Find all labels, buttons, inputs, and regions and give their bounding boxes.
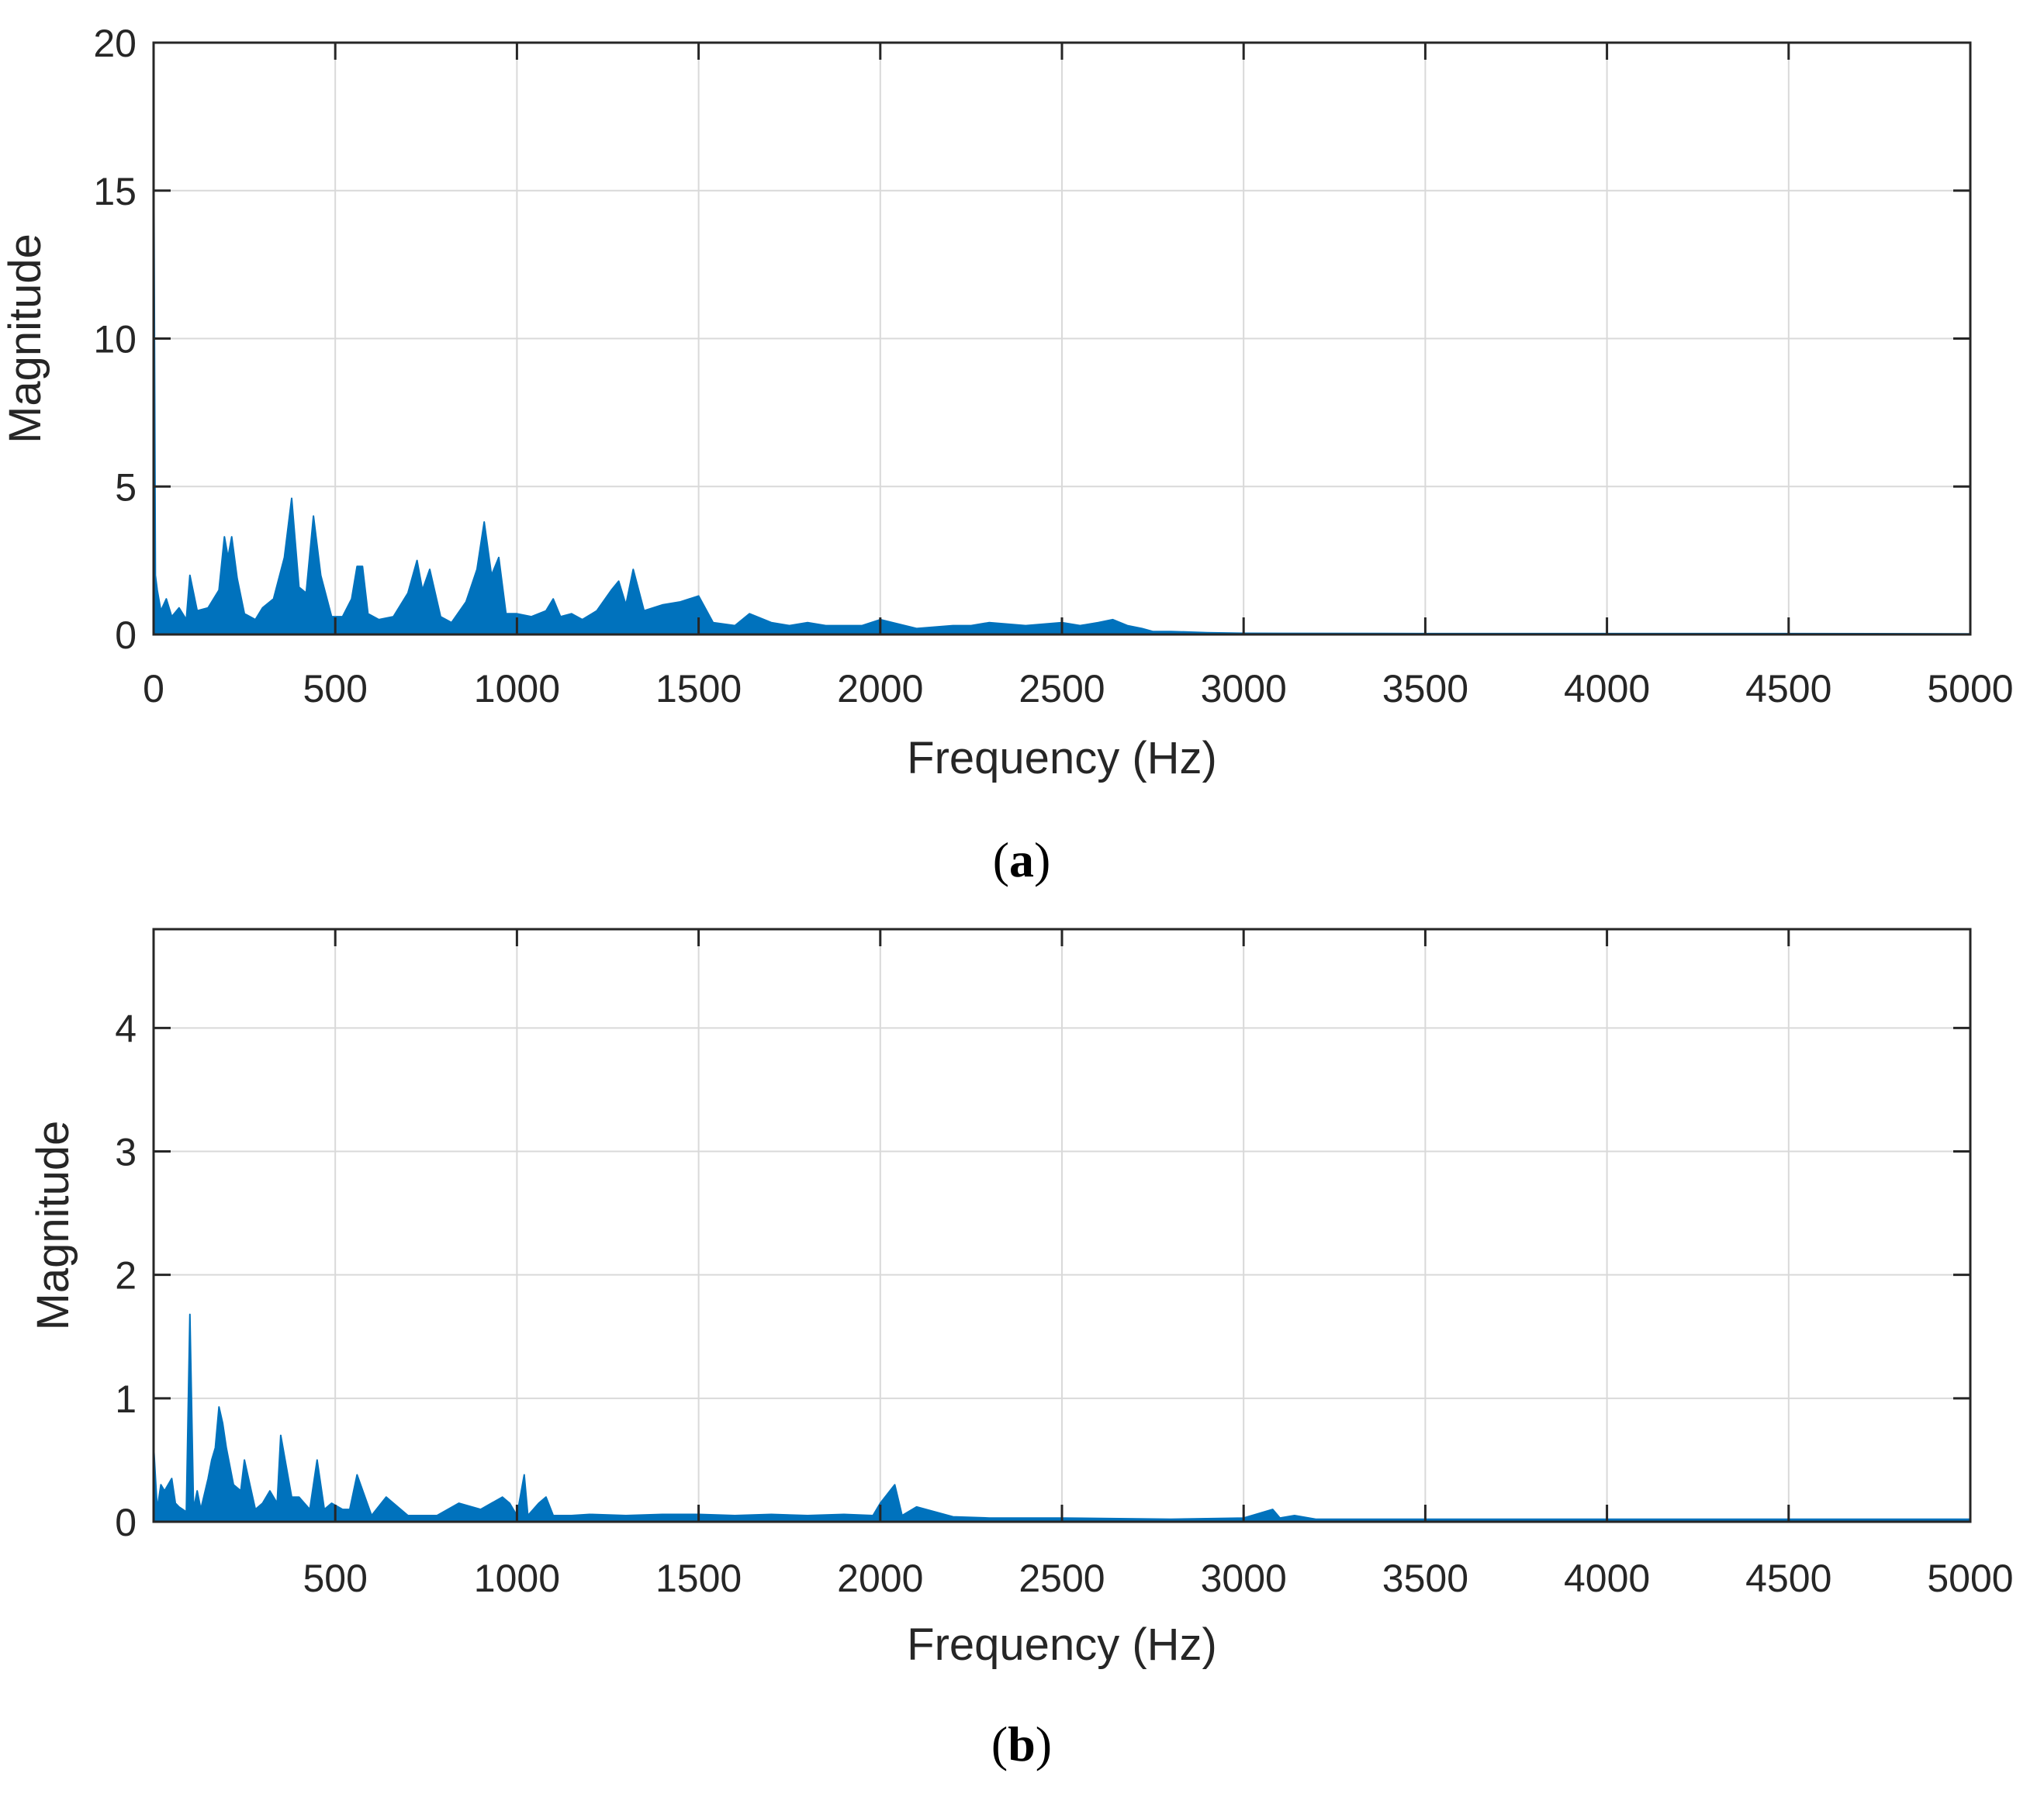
y-axis-label: Magnitude xyxy=(0,233,50,444)
x-tick-label: 0 xyxy=(143,667,164,710)
y-tick-label: 3 xyxy=(115,1131,137,1174)
x-tick-label: 5000 xyxy=(1927,1557,2013,1600)
y-tick-label: 10 xyxy=(93,318,137,361)
y-tick-label: 0 xyxy=(115,1501,137,1544)
x-tick-label: 4000 xyxy=(1564,667,1650,710)
x-tick-label: 5000 xyxy=(1927,667,2013,710)
chart-panel-a: 0 500 1000 1500 2000 2500 3000 3500 4000 4500 5000… xyxy=(0,22,2014,887)
x-tick-label: 3000 xyxy=(1201,1557,1287,1600)
x-tick-label: 3500 xyxy=(1382,667,1468,710)
panel-label: (b) xyxy=(991,1716,1052,1772)
x-tick-label: 1000 xyxy=(474,667,560,710)
x-axis-label: Frequency (Hz) xyxy=(907,733,1217,783)
panel-label: (a) xyxy=(993,832,1051,887)
x-tick-label: 2500 xyxy=(1019,667,1105,710)
x-tick-label: 3000 xyxy=(1201,667,1287,710)
x-tick-label: 3500 xyxy=(1382,1557,1468,1600)
x-tick-label: 1500 xyxy=(655,667,742,710)
x-tick-label: 1000 xyxy=(474,1557,560,1600)
spectrum-series xyxy=(153,1313,1971,1523)
y-tick-label: 1 xyxy=(115,1377,137,1421)
spectrum-series xyxy=(153,106,1971,635)
x-tick-label: 500 xyxy=(303,667,367,710)
y-tick-label: 20 xyxy=(93,22,137,65)
y-tick-label: 0 xyxy=(115,614,137,657)
x-tick-label: 2000 xyxy=(837,667,923,710)
y-axis-label: Magnitude xyxy=(28,1121,78,1331)
x-tick-label: 4000 xyxy=(1564,1557,1650,1600)
y-tick-label: 5 xyxy=(115,465,137,509)
y-tick-label: 4 xyxy=(115,1007,137,1050)
x-tick-label: 2000 xyxy=(837,1557,923,1600)
x-tick-label: 4500 xyxy=(1745,1557,1831,1600)
x-tick-label: 1500 xyxy=(655,1557,742,1600)
y-tick-label: 2 xyxy=(115,1254,137,1298)
x-tick-label: 4500 xyxy=(1745,667,1831,710)
x-tick-label: 2500 xyxy=(1019,1557,1105,1600)
y-tick-label: 15 xyxy=(93,170,137,213)
x-axis-label: Frequency (Hz) xyxy=(907,1619,1217,1670)
x-tick-label: 500 xyxy=(303,1557,367,1600)
chart-panel-b: 500 1000 1500 2000 2500 3000 3500 4000 4500 5000 0… xyxy=(28,928,2014,1772)
